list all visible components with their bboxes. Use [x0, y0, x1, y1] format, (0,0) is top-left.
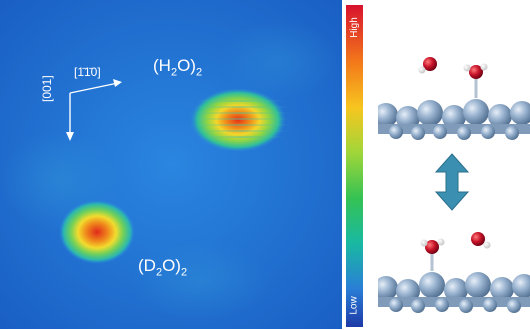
direction-label-horizontal: [1̄1̄0] — [74, 65, 101, 79]
h2o-label: (H2O)2 — [153, 56, 203, 79]
surface-atoms — [374, 272, 530, 313]
stm-image: (H2O)2 (D2O)2 [1̄1̄0] [001] — [0, 0, 342, 329]
water-molecule-1 — [418, 57, 437, 74]
water-molecule-2 — [471, 232, 491, 249]
stm-map — [0, 0, 342, 329]
double-arrow-icon — [434, 153, 470, 211]
water-molecule-2 — [463, 63, 488, 98]
d2o-adsorption-model — [374, 215, 530, 325]
d2o-label: (D2O)2 — [138, 256, 188, 279]
colorbar-low-label: Low — [349, 295, 361, 315]
color-scale-bar: High Low — [346, 5, 363, 327]
d2o-spot — [59, 200, 135, 264]
surface-atoms — [374, 99, 530, 140]
axis-arrow-icon — [66, 79, 122, 141]
h2o-adsorption-model — [374, 40, 530, 140]
colorbar-high-label: High — [349, 16, 361, 38]
direction-label-vertical: [001] — [40, 75, 54, 102]
water-molecule-1 — [420, 238, 445, 271]
h2o-spot — [190, 88, 292, 152]
